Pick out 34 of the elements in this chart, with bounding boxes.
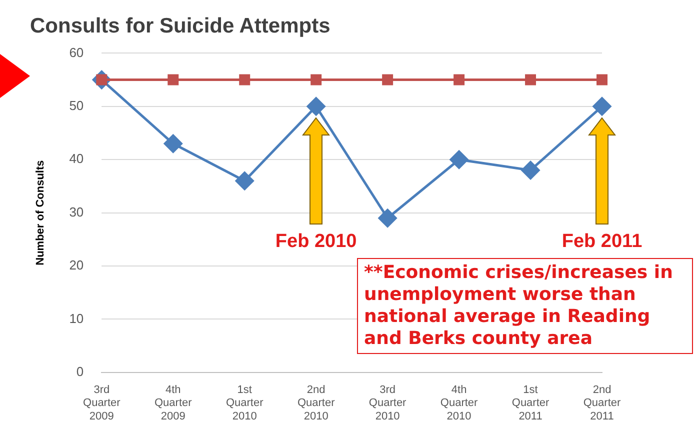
- x-tick-label: 1st Quarter 2010: [226, 384, 264, 422]
- x-tick-label: 2nd Quarter 2011: [583, 384, 621, 422]
- x-tick-label: 3rd Quarter 2009: [83, 384, 121, 422]
- annotation: **Economic crises/increases in unemployment worse than national average in Reading and Berks county area: [357, 258, 693, 354]
- point: [596, 74, 608, 86]
- point: [382, 74, 394, 86]
- point: [306, 97, 326, 116]
- x-tick-label: 1st Quarter 2011: [512, 384, 550, 422]
- point: [235, 172, 254, 190]
- x-tick-label: 2nd Quarter 2010: [297, 384, 336, 422]
- point: [525, 74, 536, 86]
- y-tick-label: 60: [69, 44, 84, 60]
- y-tick-label: 20: [69, 258, 84, 273]
- x-tick-label: 4th Quarter 2010: [440, 384, 478, 422]
- x-tick-label: 4th Quarter 2009: [154, 384, 192, 422]
- y-axis-title: Number of Consults: [34, 160, 47, 266]
- point: [454, 74, 465, 86]
- y-tick-label: 50: [69, 98, 84, 113]
- chart-title: Consults for Suicide Attempts: [30, 14, 330, 38]
- y-tick-label: 10: [69, 310, 84, 326]
- point: [521, 160, 540, 180]
- point: [450, 150, 468, 169]
- point: [592, 97, 612, 116]
- y-tick-label: 0: [76, 364, 84, 379]
- annotation: Feb 2010: [274, 231, 358, 254]
- y-tick-label: 30: [69, 204, 84, 220]
- annotation: Feb 2011: [560, 231, 644, 254]
- y-tick-label: 40: [69, 151, 84, 166]
- x-tick-label: 3rd Quarter 2010: [368, 384, 407, 422]
- point: [168, 74, 179, 86]
- point: [310, 74, 322, 86]
- point: [239, 74, 250, 86]
- point: [378, 208, 397, 228]
- point: [164, 134, 182, 153]
